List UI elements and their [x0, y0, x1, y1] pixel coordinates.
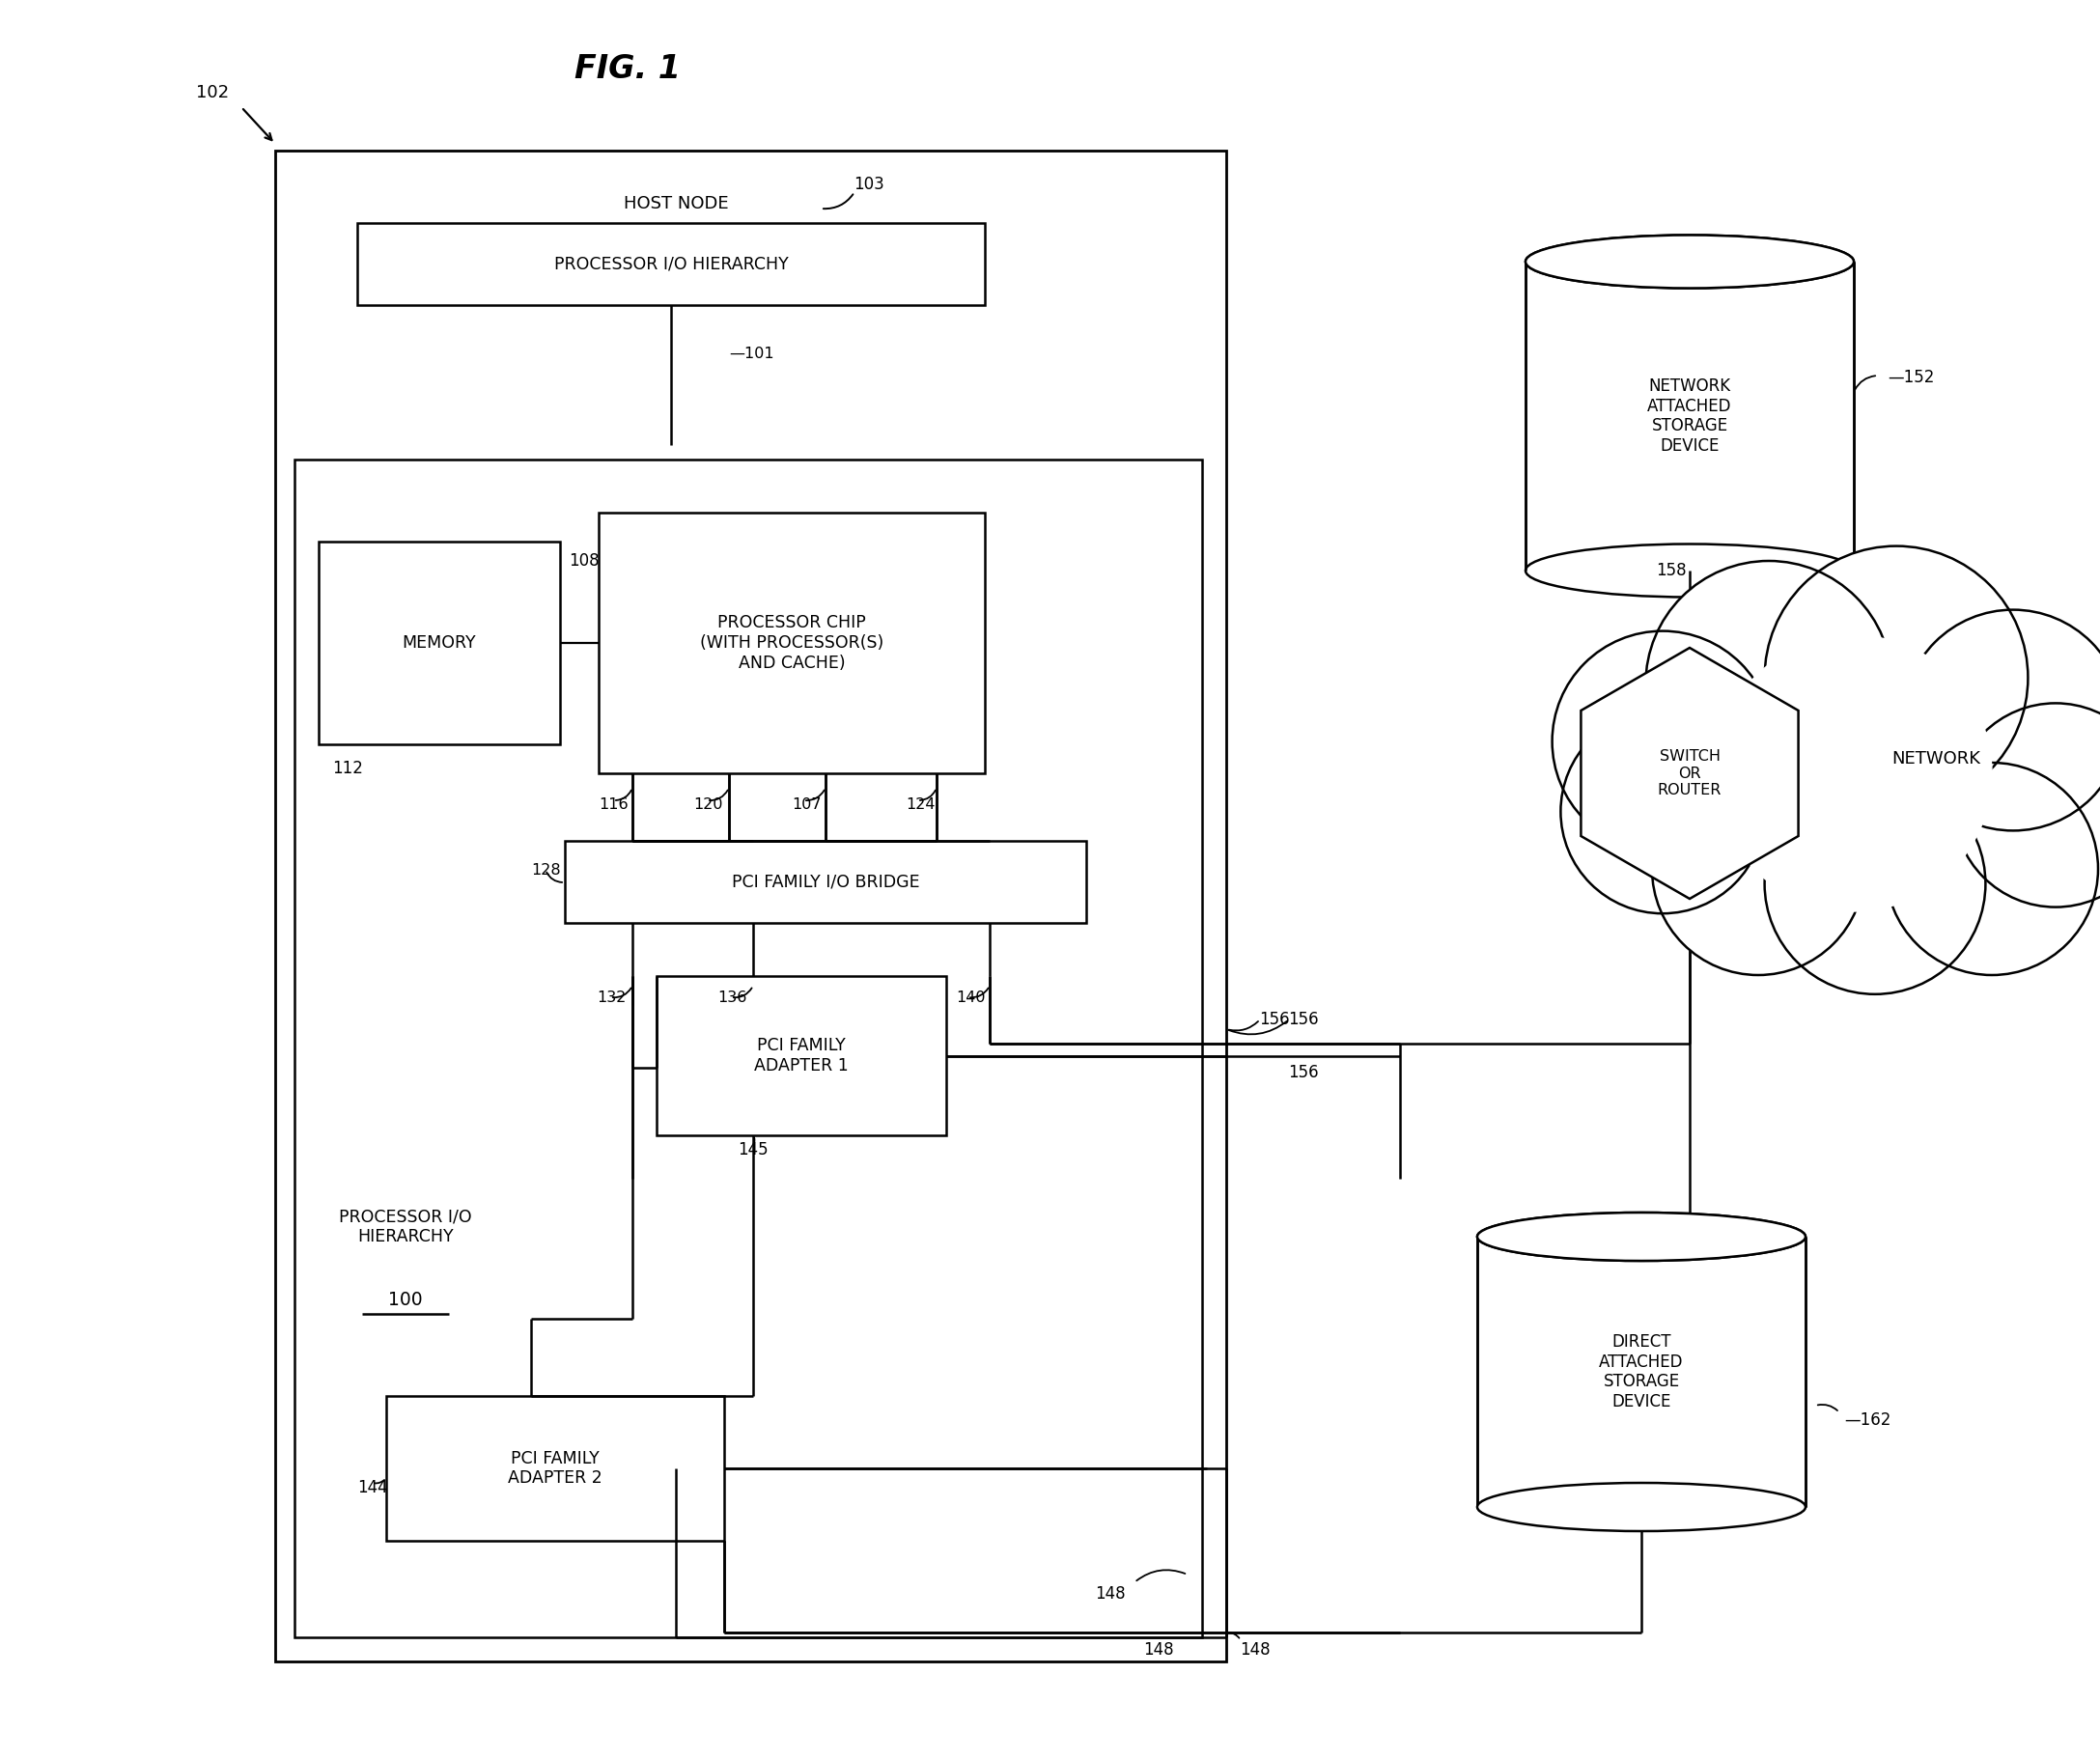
Text: 102: 102: [195, 84, 229, 102]
Text: PROCESSOR CHIP
(WITH PROCESSOR(S)
AND CACHE): PROCESSOR CHIP (WITH PROCESSOR(S) AND CA…: [699, 614, 884, 672]
Text: 148: 148: [1239, 1642, 1270, 1658]
Text: 107: 107: [792, 796, 821, 812]
Ellipse shape: [1476, 1213, 1806, 1260]
Ellipse shape: [1525, 236, 1854, 288]
Text: 136: 136: [718, 990, 748, 1004]
Text: PCI FAMILY
ADAPTER 1: PCI FAMILY ADAPTER 1: [754, 1037, 848, 1074]
Ellipse shape: [1525, 236, 1854, 288]
Bar: [386, 1396, 724, 1540]
Polygon shape: [1581, 647, 1798, 898]
Circle shape: [1886, 763, 2098, 976]
Text: —160: —160: [1829, 856, 1875, 874]
Circle shape: [1953, 703, 2100, 907]
Text: 164: 164: [2022, 643, 2052, 661]
Text: 156: 156: [1287, 1011, 1319, 1028]
Bar: [275, 151, 1226, 1661]
Text: NETWORK: NETWORK: [1892, 751, 1980, 768]
Circle shape: [1646, 561, 1892, 807]
Bar: [657, 976, 947, 1136]
Circle shape: [1560, 710, 1764, 914]
Text: 120: 120: [693, 796, 722, 812]
Text: 148: 148: [1142, 1642, 1174, 1658]
Text: FIG. 1: FIG. 1: [575, 53, 680, 84]
Text: NETWORK
ATTACHED
STORAGE
DEVICE: NETWORK ATTACHED STORAGE DEVICE: [1646, 378, 1732, 455]
Bar: [319, 541, 561, 744]
Text: 124: 124: [905, 796, 934, 812]
Text: 144: 144: [357, 1478, 388, 1496]
Text: PROCESSOR I/O HIERARCHY: PROCESSOR I/O HIERARCHY: [554, 255, 788, 272]
Text: DIRECT
ATTACHED
STORAGE
DEVICE: DIRECT ATTACHED STORAGE DEVICE: [1598, 1333, 1684, 1410]
Text: 148: 148: [1094, 1586, 1126, 1603]
Text: PCI FAMILY I/O BRIDGE: PCI FAMILY I/O BRIDGE: [731, 874, 920, 891]
Text: HOST NODE: HOST NODE: [624, 195, 729, 213]
Text: 103: 103: [853, 176, 884, 193]
Bar: [294, 459, 1201, 1637]
Bar: [1476, 1236, 1806, 1507]
Bar: [357, 223, 985, 306]
Ellipse shape: [1476, 1213, 1806, 1260]
Circle shape: [1716, 635, 1993, 911]
Text: SWITCH
OR
ROUTER: SWITCH OR ROUTER: [1657, 749, 1722, 798]
Text: MEMORY: MEMORY: [403, 635, 477, 652]
Text: PROCESSOR I/O
HIERARCHY: PROCESSOR I/O HIERARCHY: [338, 1208, 472, 1246]
Text: 108: 108: [569, 552, 598, 570]
Text: —101: —101: [729, 346, 775, 360]
Bar: [1525, 262, 1854, 571]
Text: —152: —152: [1888, 369, 1934, 387]
Circle shape: [1903, 610, 2100, 830]
Circle shape: [1653, 763, 1865, 976]
Text: 112: 112: [332, 759, 363, 777]
Circle shape: [1552, 631, 1772, 853]
Bar: [598, 513, 985, 774]
Ellipse shape: [1525, 543, 1854, 598]
Ellipse shape: [1476, 1482, 1806, 1531]
Text: PCI FAMILY
ADAPTER 2: PCI FAMILY ADAPTER 2: [508, 1450, 603, 1487]
Text: —162: —162: [1844, 1412, 1890, 1429]
Text: 100: 100: [388, 1290, 422, 1308]
Text: 156: 156: [1260, 1011, 1289, 1028]
Text: 145: 145: [737, 1141, 769, 1159]
Text: 132: 132: [596, 990, 626, 1004]
Text: 128: 128: [531, 863, 561, 877]
Circle shape: [1764, 774, 1984, 995]
Text: 140: 140: [956, 990, 985, 1004]
Text: 116: 116: [598, 796, 628, 812]
Text: 158: 158: [1657, 563, 1686, 578]
Circle shape: [1764, 547, 2029, 809]
Text: 156: 156: [1287, 1064, 1319, 1081]
Bar: [565, 840, 1086, 923]
